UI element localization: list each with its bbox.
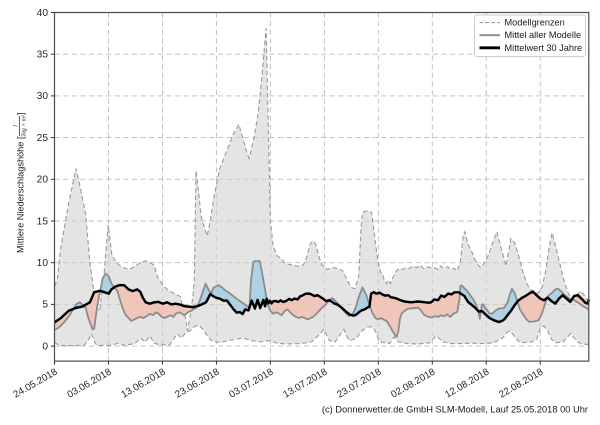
svg-text:0: 0 <box>42 341 48 352</box>
svg-text:(c) Donnerwetter.de GmbH SLM-M: (c) Donnerwetter.de GmbH SLM-Modell, Lau… <box>322 405 588 415</box>
svg-text:Mittelwert 30 Jahre: Mittelwert 30 Jahre <box>505 43 583 53</box>
svg-text:25: 25 <box>37 133 49 144</box>
svg-text:35: 35 <box>37 50 49 61</box>
svg-text:30: 30 <box>37 91 49 102</box>
svg-text:Tag × m²: Tag × m² <box>22 115 28 137</box>
svg-text:Modellgrenzen: Modellgrenzen <box>505 18 565 28</box>
svg-text:15: 15 <box>37 216 49 227</box>
svg-text:Mittel aller Modelle: Mittel aller Modelle <box>505 30 582 40</box>
svg-text:20: 20 <box>37 175 49 186</box>
svg-text:40: 40 <box>37 8 49 19</box>
svg-text:l: l <box>13 125 20 127</box>
svg-text:5: 5 <box>42 300 48 311</box>
svg-text:]: ] <box>16 112 26 115</box>
svg-text:Mittlere Niederschlagshöhe [: Mittlere Niederschlagshöhe [ <box>16 136 26 253</box>
svg-text:10: 10 <box>37 258 49 269</box>
